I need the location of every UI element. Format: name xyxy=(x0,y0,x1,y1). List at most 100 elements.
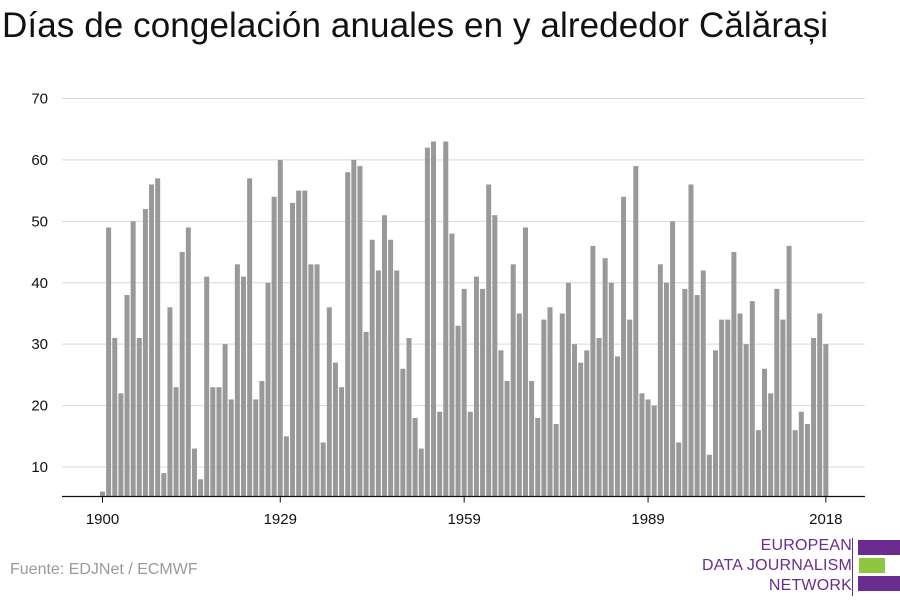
bar xyxy=(774,288,780,497)
bar xyxy=(694,295,700,497)
bar xyxy=(651,405,657,497)
bar xyxy=(437,411,443,497)
bar xyxy=(713,350,718,497)
bar xyxy=(798,411,804,497)
bar xyxy=(804,424,810,497)
bar xyxy=(486,184,492,497)
bar xyxy=(210,387,216,497)
bar xyxy=(473,276,479,497)
bar xyxy=(535,417,541,497)
bar xyxy=(663,282,669,497)
bar xyxy=(731,252,737,497)
bar xyxy=(768,393,774,497)
bar xyxy=(357,166,363,497)
bar xyxy=(296,190,302,497)
bar xyxy=(271,196,277,497)
bar xyxy=(596,338,602,497)
bar xyxy=(394,270,400,497)
bar xyxy=(431,141,437,497)
bar xyxy=(823,344,829,497)
bar xyxy=(443,141,449,497)
bar xyxy=(240,276,246,497)
bar xyxy=(283,436,289,497)
x-tick-label: 1929 xyxy=(264,511,297,528)
x-tick-label: 1989 xyxy=(631,511,664,528)
x-axis-ticks: 1900 1929 1959 1989 2018 xyxy=(86,496,843,528)
bar xyxy=(645,399,651,497)
bar xyxy=(614,356,620,497)
y-tick-label: 40 xyxy=(31,275,48,292)
bar xyxy=(198,479,204,497)
bar xyxy=(351,159,357,497)
y-tick-label: 60 xyxy=(31,152,48,169)
bar xyxy=(265,282,271,497)
bar xyxy=(375,270,381,497)
logo-text: EUROPEAN DATA JOURNALISM NETWORK xyxy=(702,536,852,596)
x-tick-label: 2018 xyxy=(809,511,842,528)
logo-line-1: EUROPEAN xyxy=(760,537,852,554)
y-axis-ticks: 10 20 30 40 50 60 70 xyxy=(31,91,48,477)
bar xyxy=(302,190,308,497)
bar xyxy=(817,313,823,497)
bar xyxy=(112,338,118,497)
bar xyxy=(700,270,706,497)
bar xyxy=(216,387,222,497)
bar xyxy=(204,276,210,497)
bar xyxy=(578,362,584,497)
bar xyxy=(590,245,596,497)
bar xyxy=(541,319,547,497)
bar xyxy=(743,344,749,497)
bar xyxy=(118,393,124,497)
bar xyxy=(332,362,338,497)
bar xyxy=(369,239,375,497)
bar xyxy=(504,381,510,497)
bar xyxy=(559,313,565,497)
bar xyxy=(553,424,559,497)
bar xyxy=(584,350,590,497)
y-tick-label: 30 xyxy=(31,336,48,353)
bar xyxy=(345,172,351,497)
x-tick-label: 1959 xyxy=(447,511,480,528)
x-tick-label: 1900 xyxy=(86,511,119,528)
bar xyxy=(522,227,528,497)
bar xyxy=(424,147,430,497)
y-tick-label: 50 xyxy=(31,213,48,230)
bars xyxy=(100,141,829,497)
bar xyxy=(418,448,424,497)
bar xyxy=(124,295,130,497)
bar xyxy=(449,233,455,497)
bar xyxy=(314,264,320,497)
bar xyxy=(498,350,504,497)
bar xyxy=(136,338,142,497)
bar xyxy=(811,338,817,497)
bar xyxy=(749,301,755,497)
bar xyxy=(191,448,197,497)
bar xyxy=(308,264,314,497)
bar xyxy=(706,454,712,497)
bar xyxy=(173,387,179,497)
source-note: Fuente: EDJNet / ECMWF xyxy=(10,561,198,578)
bar xyxy=(406,338,412,497)
bar xyxy=(572,344,578,497)
bar xyxy=(400,368,406,497)
bar xyxy=(259,381,265,497)
logo-divider xyxy=(852,538,853,596)
bar xyxy=(492,215,498,497)
bar xyxy=(670,221,676,497)
bar xyxy=(320,442,326,497)
bar xyxy=(621,196,627,497)
bar xyxy=(633,166,639,497)
bar xyxy=(688,184,694,497)
chart-title: Días de congelación anuales en y alreded… xyxy=(2,6,829,45)
bar xyxy=(167,307,173,497)
bar xyxy=(234,264,240,497)
bar xyxy=(565,282,571,497)
bar xyxy=(142,209,148,497)
bar xyxy=(339,387,345,497)
bar xyxy=(657,264,663,497)
bar xyxy=(608,282,614,497)
logo-line-3: NETWORK xyxy=(768,577,852,594)
bar xyxy=(185,227,191,497)
bar xyxy=(106,227,112,497)
bar xyxy=(639,393,645,497)
